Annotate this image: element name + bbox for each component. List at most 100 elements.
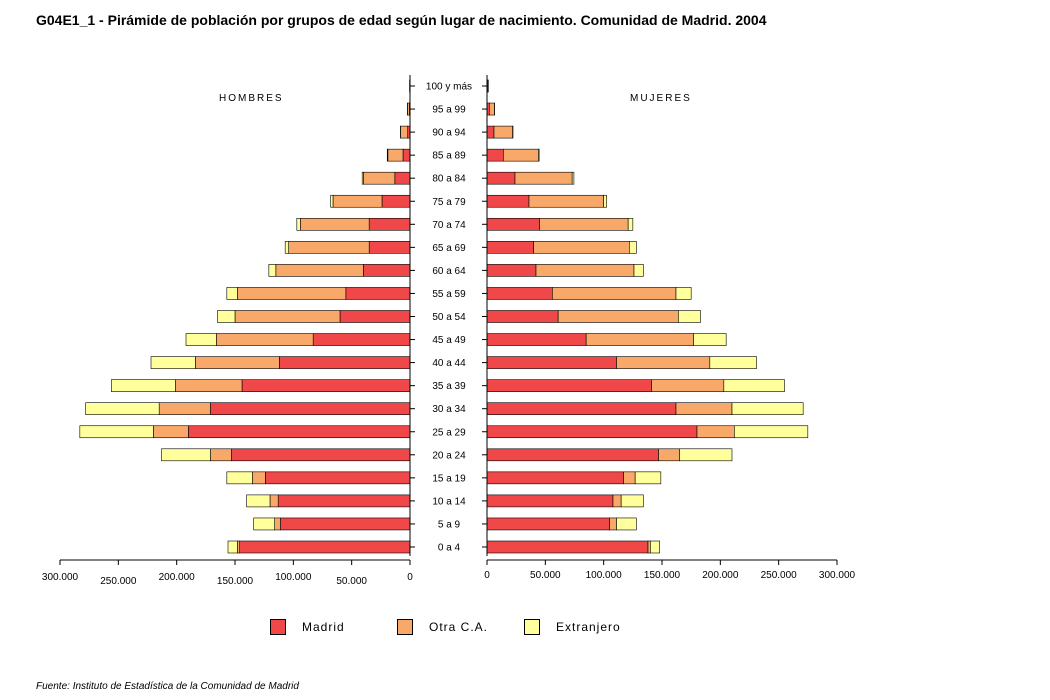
bar-hombres-otra-c-a-7 — [175, 379, 243, 392]
bar-mujeres-otra-c-a-18 — [493, 125, 513, 139]
legend-item-otra-ca: Otra C.A. — [397, 618, 488, 636]
bar-hombres-extranjero-15 — [330, 194, 334, 208]
bar-hombres-madrid-15 — [381, 194, 411, 208]
category-label-10: 50 a 54 — [432, 312, 466, 323]
category-label-20: 100 y más — [426, 82, 472, 93]
bar-mujeres-otra-c-a-0 — [647, 540, 651, 554]
bar-hombres-otra-c-a-10 — [234, 310, 341, 323]
bar-hombres-madrid-17 — [402, 148, 411, 162]
x-tick-label-left-5: 250.000 — [100, 576, 137, 587]
bar-mujeres-otra-c-a-5 — [696, 425, 735, 439]
category-label-1: 5 a 9 — [438, 519, 461, 530]
bar-mujeres-otra-c-a-6 — [675, 402, 733, 416]
bar-mujeres-otra-c-a-9 — [585, 333, 694, 346]
bar-hombres-extranjero-9 — [185, 333, 217, 346]
bar-mujeres-otra-c-a-19 — [489, 102, 495, 116]
bar-mujeres-extranjero-14 — [627, 218, 634, 231]
bar-hombres-extranjero-5 — [79, 425, 154, 439]
bar-mujeres-otra-c-a-17 — [503, 148, 539, 162]
bar-mujeres-otra-c-a-20 — [487, 79, 489, 93]
bar-hombres-extranjero-17 — [386, 148, 389, 162]
category-label-6: 30 a 34 — [432, 404, 466, 415]
bar-mujeres-otra-c-a-3 — [623, 471, 636, 485]
x-tick-label-right-1: 50.000 — [530, 570, 561, 581]
category-label-18: 90 a 94 — [432, 128, 466, 139]
bar-mujeres-otra-c-a-15 — [528, 194, 604, 208]
category-label-19: 95 a 99 — [432, 105, 466, 116]
bar-mujeres-otra-c-a-16 — [514, 171, 573, 185]
bar-mujeres-madrid-3 — [486, 471, 624, 485]
bar-mujeres-madrid-11 — [486, 287, 553, 300]
bar-hombres-otra-c-a-18 — [400, 125, 408, 139]
bar-mujeres-madrid-6 — [486, 402, 677, 416]
bar-mujeres-extranjero-7 — [723, 379, 785, 392]
bar-hombres-madrid-9 — [312, 333, 411, 346]
x-tick-label-left-2: 100.000 — [275, 572, 312, 583]
bar-mujeres-madrid-13 — [486, 241, 534, 254]
bar-mujeres-otra-c-a-4 — [658, 448, 680, 462]
bar-mujeres-extranjero-10 — [678, 310, 701, 323]
x-tick-label-right-5: 250.000 — [761, 570, 798, 581]
legend-label-madrid: Madrid — [302, 620, 345, 634]
category-label-17: 85 a 89 — [432, 151, 466, 162]
bar-mujeres-madrid-9 — [486, 333, 587, 346]
bar-hombres-madrid-2 — [277, 494, 411, 508]
category-label-14: 70 a 74 — [432, 220, 466, 231]
bar-hombres-otra-c-a-15 — [332, 194, 383, 208]
x-tick-label-right-2: 100.000 — [586, 570, 623, 581]
category-label-13: 65 a 69 — [432, 243, 466, 254]
bar-mujeres-otra-c-a-7 — [651, 379, 725, 392]
legend-swatch-otra-ca — [397, 619, 413, 635]
bar-mujeres-madrid-14 — [486, 218, 540, 231]
bar-hombres-madrid-11 — [345, 287, 411, 300]
bar-mujeres-madrid-12 — [486, 264, 537, 277]
bar-hombres-otra-c-a-16 — [363, 171, 396, 185]
bar-hombres-extranjero-11 — [226, 287, 238, 300]
bar-hombres-extranjero-8 — [150, 356, 196, 369]
bar-hombres-extranjero-4 — [161, 448, 211, 462]
x-tick-label-left-3: 150.000 — [217, 576, 254, 587]
bar-mujeres-extranjero-2 — [620, 494, 644, 508]
bar-hombres-otra-c-a-5 — [153, 425, 189, 439]
bar-hombres-madrid-5 — [188, 425, 411, 439]
bar-mujeres-otra-c-a-14 — [539, 218, 629, 231]
chart-title: G04E1_1 - Pirámide de población por grup… — [36, 12, 767, 28]
bar-mujeres-madrid-1 — [486, 517, 610, 531]
legend-item-extranjero: Extranjero — [524, 618, 621, 636]
bar-mujeres-extranjero-5 — [734, 425, 809, 439]
bar-hombres-madrid-14 — [368, 218, 411, 231]
bar-hombres-otra-c-a-11 — [237, 287, 347, 300]
legend-label-otra-ca: Otra C.A. — [429, 620, 489, 634]
bar-mujeres-madrid-15 — [486, 194, 530, 208]
bar-hombres-extranjero-10 — [217, 310, 236, 323]
bar-mujeres-madrid-7 — [486, 379, 652, 392]
bar-mujeres-extranjero-4 — [679, 448, 733, 462]
bar-mujeres-extranjero-15 — [603, 194, 607, 208]
bar-mujeres-madrid-0 — [486, 540, 649, 554]
bar-mujeres-otra-c-a-13 — [533, 241, 630, 254]
bar-hombres-extranjero-0 — [227, 540, 238, 554]
bar-hombres-otra-c-a-14 — [300, 218, 370, 231]
legend-swatch-extranjero — [524, 619, 540, 635]
x-tick-label-right-0: 0 — [484, 570, 490, 581]
bar-mujeres-otra-c-a-12 — [535, 264, 635, 277]
category-label-11: 55 a 59 — [432, 289, 466, 300]
bar-mujeres-extranjero-8 — [709, 356, 757, 369]
x-tick-label-left-6: 300.000 — [42, 572, 79, 583]
legend-swatch-madrid — [270, 619, 286, 635]
bar-hombres-madrid-3 — [265, 471, 411, 485]
bar-hombres-madrid-6 — [210, 402, 411, 416]
category-label-9: 45 a 49 — [432, 335, 466, 346]
bar-hombres-extranjero-14 — [296, 218, 301, 231]
source-note: Fuente: Instituto de Estadística de la C… — [36, 681, 299, 692]
x-tick-label-right-6: 300.000 — [819, 570, 856, 581]
hombres-label: HOMBRES — [219, 93, 284, 104]
bar-hombres-madrid-12 — [363, 264, 411, 277]
bar-hombres-otra-c-a-12 — [275, 264, 364, 277]
bar-hombres-extranjero-7 — [111, 379, 176, 392]
bar-hombres-madrid-8 — [279, 356, 411, 369]
bar-mujeres-otra-c-a-1 — [609, 517, 617, 531]
mujeres-label: MUJERES — [630, 93, 692, 104]
category-label-15: 75 a 79 — [432, 197, 466, 208]
bar-mujeres-extranjero-16 — [571, 171, 575, 185]
